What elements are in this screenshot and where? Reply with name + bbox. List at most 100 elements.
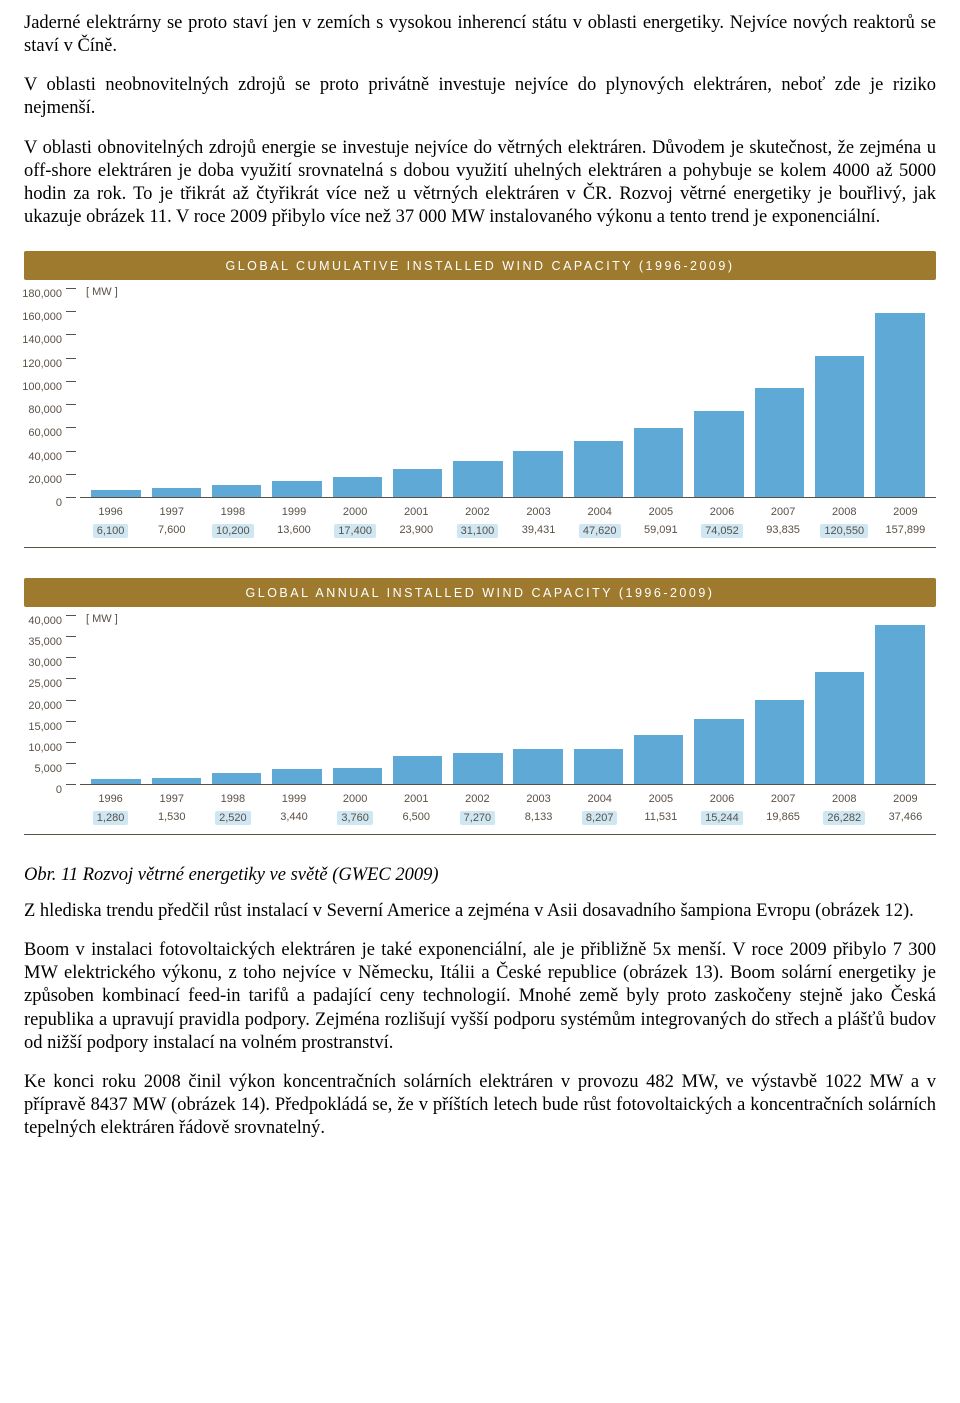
bar xyxy=(755,700,804,784)
bar-column xyxy=(629,735,689,784)
bar xyxy=(333,477,382,497)
bar xyxy=(393,756,442,784)
x-year-label: 2002 xyxy=(447,793,508,805)
x-value-label: 13,600 xyxy=(263,524,324,536)
bar-column xyxy=(809,672,869,784)
y-tick-label: 80,000 xyxy=(28,404,62,416)
chart-cumulative: GLOBAL CUMULATIVE INSTALLED WIND CAPACIT… xyxy=(24,251,936,548)
x-axis-cell: 200937,466 xyxy=(875,793,936,826)
x-axis-cell: 2008120,550 xyxy=(814,506,875,539)
bar xyxy=(453,461,502,497)
x-axis-cell: 1996 6,100 xyxy=(80,506,141,539)
bar-column xyxy=(387,756,447,784)
y-tick-label: 0 xyxy=(56,784,62,796)
bar-column xyxy=(207,485,267,497)
bar-column xyxy=(568,441,628,497)
x-value-label: 11,531 xyxy=(630,811,691,823)
x-value-label: 23,900 xyxy=(386,524,447,536)
chart1-title: GLOBAL CUMULATIVE INSTALLED WIND CAPACIT… xyxy=(24,251,936,280)
bar xyxy=(694,719,743,784)
y-tick: 25,000 xyxy=(28,678,76,699)
bar xyxy=(272,481,321,497)
y-tick-mark xyxy=(66,404,76,405)
y-tick-mark xyxy=(66,763,76,764)
bar-column xyxy=(508,451,568,497)
y-tick: 80,000 xyxy=(28,404,76,427)
x-value-label: 6,100 xyxy=(93,524,129,538)
bar-column xyxy=(146,488,206,497)
y-tick-label: 0 xyxy=(56,497,62,509)
y-tick-mark xyxy=(66,678,76,679)
y-tick-label: 30,000 xyxy=(28,657,62,669)
bar-column xyxy=(689,411,749,497)
y-tick: 0 xyxy=(56,784,76,785)
x-year-label: 1999 xyxy=(263,506,324,518)
y-tick-mark xyxy=(66,497,76,498)
x-axis-cell: 20027,270 xyxy=(447,793,508,826)
bar xyxy=(694,411,743,497)
x-year-label: 2000 xyxy=(325,793,386,805)
x-year-label: 2002 xyxy=(447,506,508,518)
paragraph-4: Z hlediska trendu předčil růst instalací… xyxy=(24,900,936,923)
bar-column xyxy=(749,388,809,497)
y-tick: 20,000 xyxy=(28,700,76,721)
bar-column xyxy=(327,768,387,784)
bar-column xyxy=(448,461,508,497)
x-axis-cell: 2001 23,900 xyxy=(386,506,447,539)
x-year-label: 2003 xyxy=(508,793,569,805)
bar-column xyxy=(267,481,327,497)
x-year-label: 2001 xyxy=(386,506,447,518)
x-axis-cell: 19993,440 xyxy=(263,793,324,826)
x-year-label: 1996 xyxy=(80,506,141,518)
y-tick-mark xyxy=(66,657,76,658)
x-axis-cell: 199810,200 xyxy=(202,506,263,539)
x-value-label: 59,091 xyxy=(630,524,691,536)
bar-column xyxy=(568,749,628,784)
y-tick-label: 40,000 xyxy=(28,615,62,627)
bar xyxy=(453,753,502,784)
chart2-bars xyxy=(80,615,936,785)
x-axis-cell: 19982,520 xyxy=(202,793,263,826)
x-value-label: 19,865 xyxy=(753,811,814,823)
y-tick-mark xyxy=(66,474,76,475)
x-value-label: 1,280 xyxy=(93,811,129,825)
chart2-xaxis: 19961,28019971,53019982,52019993,4402000… xyxy=(24,793,936,826)
bar-column xyxy=(448,753,508,784)
x-axis-cell: 200511,531 xyxy=(630,793,691,826)
y-tick-mark xyxy=(66,615,76,616)
x-value-label: 7,600 xyxy=(141,524,202,536)
x-value-label: 74,052 xyxy=(701,524,743,538)
y-tick-label: 20,000 xyxy=(28,474,62,486)
bar xyxy=(91,779,140,784)
bar-column xyxy=(749,700,809,784)
x-axis-cell: 200231,100 xyxy=(447,506,508,539)
x-year-label: 2005 xyxy=(630,506,691,518)
bar-column xyxy=(387,469,447,497)
x-value-label: 39,431 xyxy=(508,524,569,536)
paragraph-3: V oblasti obnovitelných zdrojů energie s… xyxy=(24,137,936,230)
x-year-label: 1999 xyxy=(263,793,324,805)
bar-column xyxy=(207,773,267,784)
bar-column xyxy=(86,490,146,497)
x-axis-cell: 1997 7,600 xyxy=(141,506,202,539)
x-year-label: 2008 xyxy=(814,506,875,518)
x-year-label: 2004 xyxy=(569,793,630,805)
x-value-label: 26,282 xyxy=(823,811,865,825)
x-axis-cell: 20016,500 xyxy=(386,793,447,826)
bar xyxy=(815,356,864,497)
x-year-label: 1998 xyxy=(202,506,263,518)
y-tick-label: 5,000 xyxy=(34,763,62,775)
x-year-label: 1996 xyxy=(80,793,141,805)
y-tick: 40,000 xyxy=(28,615,76,636)
x-year-label: 1997 xyxy=(141,506,202,518)
y-tick-label: 25,000 xyxy=(28,678,62,690)
y-tick-mark xyxy=(66,784,76,785)
bar xyxy=(333,768,382,784)
x-year-label: 2008 xyxy=(814,793,875,805)
bar-column xyxy=(508,749,568,784)
y-tick-mark xyxy=(66,742,76,743)
bar xyxy=(634,735,683,784)
y-tick-label: 120,000 xyxy=(22,358,62,370)
x-axis-cell: 200017,400 xyxy=(325,506,386,539)
bar-column xyxy=(870,313,930,497)
